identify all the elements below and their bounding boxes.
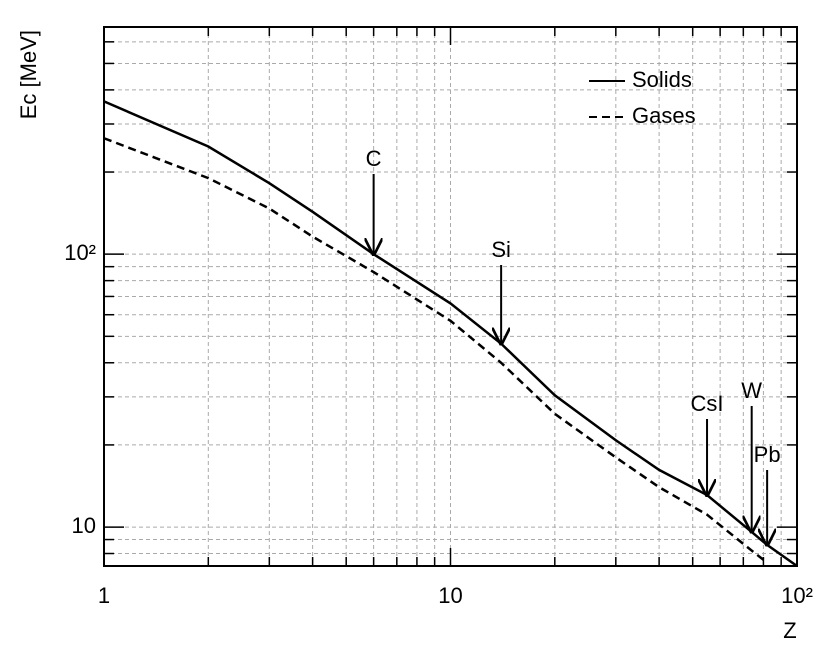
legend-label: Gases (632, 103, 696, 128)
x-tick-label: 10 (438, 583, 462, 608)
annotation-label: Pb (754, 442, 781, 467)
annotation-label: CsI (691, 391, 724, 416)
annotation-label: Si (491, 237, 511, 262)
plot-frame (103, 26, 798, 567)
y-tick-label: 10² (64, 240, 96, 265)
series-line (103, 137, 768, 564)
legend-label: Solids (632, 67, 692, 92)
x-axis-label: Z (783, 618, 796, 643)
annotation-label: W (741, 378, 762, 403)
x-tick-label: 10² (781, 583, 813, 608)
y-tick-label: 10 (72, 513, 96, 538)
y-axis-label: Ec [MeV] (16, 30, 41, 119)
x-tick-label: 1 (98, 583, 110, 608)
annotation-label: C (366, 146, 382, 171)
